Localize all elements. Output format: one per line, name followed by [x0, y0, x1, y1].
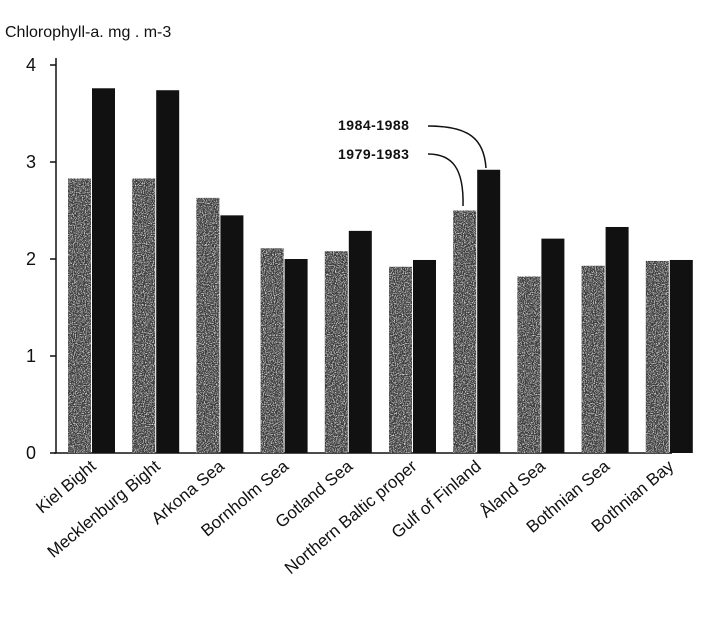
y-tick-label: 4 — [26, 55, 36, 75]
bar-late — [284, 259, 308, 453]
bar-early — [68, 178, 91, 454]
bar-early — [389, 266, 412, 453]
y-tick-label: 3 — [26, 152, 36, 172]
bar-early — [324, 251, 348, 453]
annotation-1984-1988: 1984-1988 — [338, 117, 409, 133]
bar-early — [132, 178, 156, 454]
y-tick-label: 2 — [26, 249, 36, 269]
annotation-1984-1988-leader — [427, 125, 487, 169]
y-axis-title: Chlorophyll-a. mg . m-3 — [5, 24, 171, 41]
y-ticks: 0 1 2 3 4 — [26, 55, 56, 463]
bar-early — [196, 197, 220, 453]
category-label: Mecklenburg Bight — [44, 456, 164, 561]
bar-late — [92, 88, 115, 453]
bar-early — [517, 276, 541, 453]
annotation-1979-1983-leader — [427, 153, 464, 207]
bar-late — [477, 169, 501, 453]
bar-late — [348, 230, 372, 453]
bar-late — [605, 226, 629, 453]
annotation-1979-1983: 1979-1983 — [338, 146, 409, 162]
bar-early — [645, 260, 669, 453]
annotations: 1984-1988 1979-1983 — [338, 117, 487, 207]
y-tick-label: 0 — [26, 443, 36, 463]
bar-late — [669, 259, 693, 453]
bars — [68, 88, 693, 454]
bar-late — [156, 90, 180, 453]
bar-late — [413, 259, 436, 453]
bar-late — [541, 238, 565, 453]
bar-early — [581, 265, 605, 453]
bar-late — [220, 215, 244, 453]
y-tick-label: 1 — [26, 346, 36, 366]
bar-early — [260, 248, 284, 453]
bar-early — [453, 210, 477, 453]
